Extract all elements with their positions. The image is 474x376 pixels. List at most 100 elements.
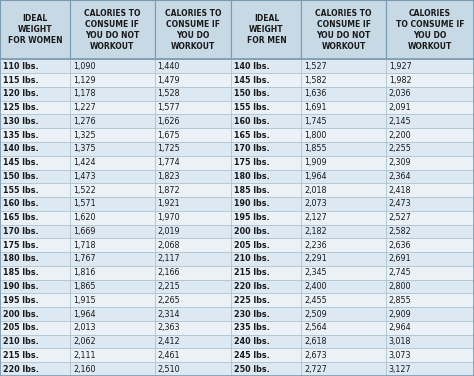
Text: 140 lbs.: 140 lbs. — [234, 62, 270, 71]
Bar — [301, 197, 386, 211]
Text: 1,745: 1,745 — [304, 117, 327, 126]
Text: 1,178: 1,178 — [73, 89, 95, 98]
Bar — [231, 335, 301, 349]
Text: 1,964: 1,964 — [304, 172, 327, 181]
Bar — [0, 266, 70, 280]
Bar — [231, 73, 301, 87]
Bar — [155, 101, 231, 114]
Text: 1,800: 1,800 — [304, 130, 327, 139]
Bar — [301, 335, 386, 349]
Text: 2,509: 2,509 — [304, 309, 327, 318]
Bar — [386, 87, 474, 101]
Text: 1,626: 1,626 — [157, 117, 180, 126]
Bar — [70, 252, 155, 266]
Text: 2,964: 2,964 — [389, 323, 411, 332]
Text: 2,166: 2,166 — [157, 268, 180, 277]
Bar — [301, 238, 386, 252]
Bar — [70, 114, 155, 128]
Bar — [231, 307, 301, 321]
Text: 1,527: 1,527 — [304, 62, 327, 71]
Text: 2,691: 2,691 — [389, 255, 411, 264]
Text: 2,255: 2,255 — [389, 144, 411, 153]
Text: 1,522: 1,522 — [73, 186, 96, 195]
Text: 150 lbs.: 150 lbs. — [3, 172, 38, 181]
Text: 2,673: 2,673 — [304, 351, 327, 360]
Bar — [386, 142, 474, 156]
Text: 2,068: 2,068 — [157, 241, 180, 250]
Text: 1,276: 1,276 — [73, 117, 96, 126]
Bar — [301, 0, 386, 59]
Bar — [0, 183, 70, 197]
Bar — [301, 252, 386, 266]
Bar — [386, 73, 474, 87]
Text: 2,800: 2,800 — [389, 282, 411, 291]
Bar — [386, 349, 474, 362]
Text: 2,364: 2,364 — [389, 172, 411, 181]
Bar — [386, 266, 474, 280]
Bar — [155, 73, 231, 87]
Bar — [0, 238, 70, 252]
Bar — [155, 156, 231, 170]
Text: 205 lbs.: 205 lbs. — [3, 323, 38, 332]
Bar — [155, 266, 231, 280]
Bar — [231, 156, 301, 170]
Text: 1,675: 1,675 — [157, 130, 180, 139]
Text: 165 lbs.: 165 lbs. — [234, 130, 270, 139]
Bar — [231, 59, 301, 73]
Text: 1,620: 1,620 — [73, 213, 95, 222]
Text: 2,345: 2,345 — [304, 268, 327, 277]
Text: 3,127: 3,127 — [389, 365, 411, 374]
Text: 2,036: 2,036 — [389, 89, 411, 98]
Bar — [301, 211, 386, 224]
Bar — [301, 59, 386, 73]
Bar — [386, 224, 474, 238]
Text: 220 lbs.: 220 lbs. — [3, 365, 39, 374]
Bar — [231, 252, 301, 266]
Bar — [301, 307, 386, 321]
Bar — [0, 252, 70, 266]
Text: 2,909: 2,909 — [389, 309, 411, 318]
Text: 1,816: 1,816 — [73, 268, 95, 277]
Bar — [70, 101, 155, 114]
Text: IDEAL
WEIGHT
FOR WOMEN: IDEAL WEIGHT FOR WOMEN — [8, 14, 63, 45]
Text: 145 lbs.: 145 lbs. — [3, 158, 38, 167]
Bar — [155, 335, 231, 349]
Bar — [70, 73, 155, 87]
Text: 2,363: 2,363 — [157, 323, 180, 332]
Bar — [301, 101, 386, 114]
Bar — [155, 142, 231, 156]
Bar — [70, 307, 155, 321]
Bar — [0, 349, 70, 362]
Bar — [231, 197, 301, 211]
Text: 2,855: 2,855 — [389, 296, 411, 305]
Bar — [70, 59, 155, 73]
Text: 2,314: 2,314 — [157, 309, 180, 318]
Bar — [0, 224, 70, 238]
Bar — [231, 211, 301, 224]
Text: 145 lbs.: 145 lbs. — [234, 76, 270, 85]
Text: 2,062: 2,062 — [73, 337, 96, 346]
Bar — [0, 87, 70, 101]
Text: 2,091: 2,091 — [389, 103, 411, 112]
Text: 2,527: 2,527 — [389, 213, 411, 222]
Bar — [0, 0, 70, 59]
Text: 1,718: 1,718 — [73, 241, 95, 250]
Text: 2,073: 2,073 — [304, 199, 327, 208]
Bar — [155, 114, 231, 128]
Bar — [0, 197, 70, 211]
Bar — [155, 0, 231, 59]
Bar — [386, 307, 474, 321]
Bar — [155, 224, 231, 238]
Bar — [155, 197, 231, 211]
Text: 220 lbs.: 220 lbs. — [234, 282, 270, 291]
Bar — [386, 293, 474, 307]
Bar — [386, 170, 474, 183]
Bar — [231, 170, 301, 183]
Text: 2,564: 2,564 — [304, 323, 327, 332]
Text: 1,915: 1,915 — [73, 296, 96, 305]
Bar — [70, 87, 155, 101]
Text: 110 lbs.: 110 lbs. — [3, 62, 38, 71]
Bar — [301, 156, 386, 170]
Bar — [70, 211, 155, 224]
Text: 165 lbs.: 165 lbs. — [3, 213, 38, 222]
